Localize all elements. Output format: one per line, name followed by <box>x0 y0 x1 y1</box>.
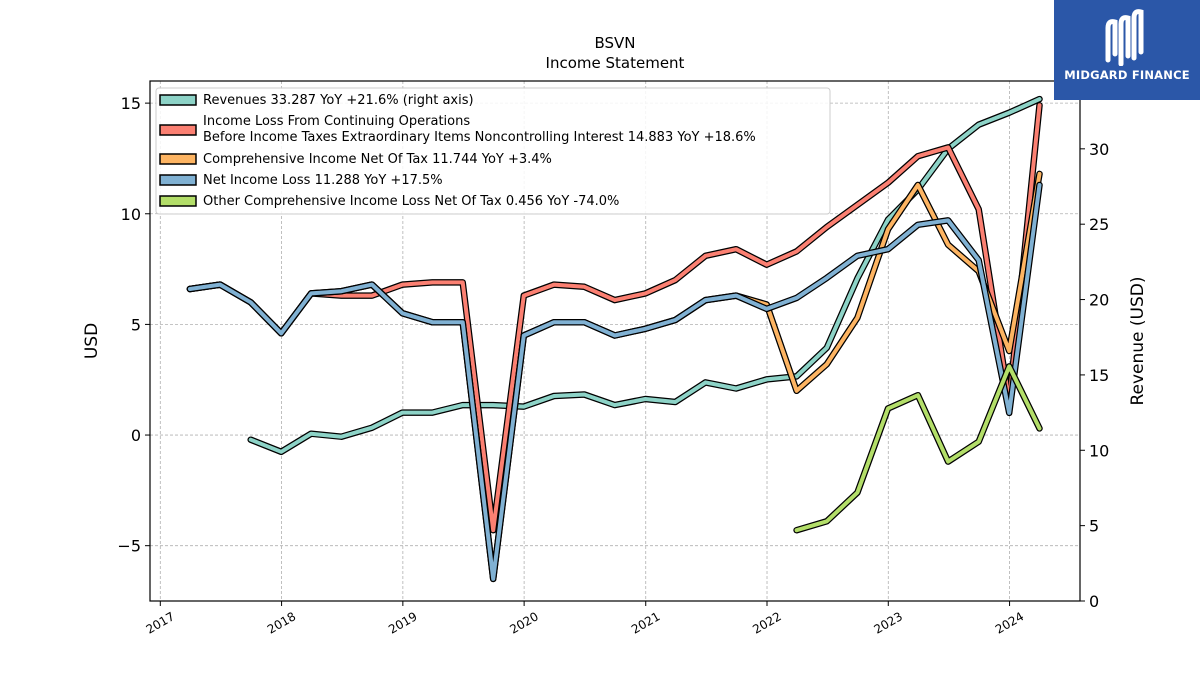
legend-swatch <box>159 153 197 165</box>
series-line <box>794 364 1042 533</box>
series-line-outline <box>186 181 1043 583</box>
legend-swatch <box>159 174 197 186</box>
legend-label: Net Income Loss 11.288 YoY +17.5% <box>203 173 443 188</box>
brand-logo: MIDGARD FINANCE <box>1054 0 1200 100</box>
series-line <box>187 171 1042 581</box>
legend-label: Income Loss From Continuing Operations <box>203 114 470 129</box>
plot-frame <box>149 80 1081 602</box>
y2-tick-label: 15 <box>1089 366 1109 385</box>
chart-subtitle: Income Statement <box>546 54 685 72</box>
legend-swatch <box>159 124 197 136</box>
series-line <box>187 183 1042 581</box>
y2-tick-label: 30 <box>1089 140 1109 159</box>
y2-tick-label: 25 <box>1089 215 1109 234</box>
x-tick-label: 2024 <box>993 609 1026 636</box>
legend-label: Other Comprehensive Income Loss Net Of T… <box>203 194 619 209</box>
brand-name: MIDGARD FINANCE <box>1064 68 1190 82</box>
x-tick-label: 2019 <box>386 609 419 636</box>
y-axis-label: USD <box>82 323 102 359</box>
y2-tick-label: 0 <box>1089 592 1099 611</box>
chart-title: BSVN <box>594 34 635 52</box>
x-tick-label: 2021 <box>629 609 662 636</box>
x-tick-label: 2023 <box>872 609 905 636</box>
brand-mark-icon <box>1105 9 1144 66</box>
y2-axis-label: Revenue (USD) <box>1128 276 1148 405</box>
legend-label: Revenues 33.287 YoY +21.6% (right axis) <box>203 93 474 108</box>
series-lines <box>186 95 1043 583</box>
y-tick-label: 10 <box>121 205 141 224</box>
legend-label: Before Income Taxes Extraordinary Items … <box>203 130 756 145</box>
y-tick-label: 0 <box>131 426 141 445</box>
y-tick-label: −5 <box>117 537 141 556</box>
y2-tick-label: 5 <box>1089 517 1099 536</box>
x-tick-label: 2022 <box>750 609 783 636</box>
y2-tick-label: 20 <box>1089 291 1109 310</box>
y-tick-label: 15 <box>121 94 141 113</box>
legend-label: Comprehensive Income Net Of Tax 11.744 Y… <box>203 152 552 167</box>
legend-box <box>155 87 831 215</box>
x-tick-label: 2017 <box>144 609 177 636</box>
y-tick-label: 5 <box>131 315 141 334</box>
series-line-outline <box>186 170 1043 583</box>
legend: Revenues 33.287 YoY +21.6% (right axis) I… <box>155 87 831 215</box>
x-tick-label: 2018 <box>265 609 298 636</box>
legend-swatch <box>159 195 197 207</box>
y2-tick-label: 10 <box>1089 441 1109 460</box>
legend-swatch <box>159 94 197 106</box>
x-tick-label: 2020 <box>507 609 540 636</box>
